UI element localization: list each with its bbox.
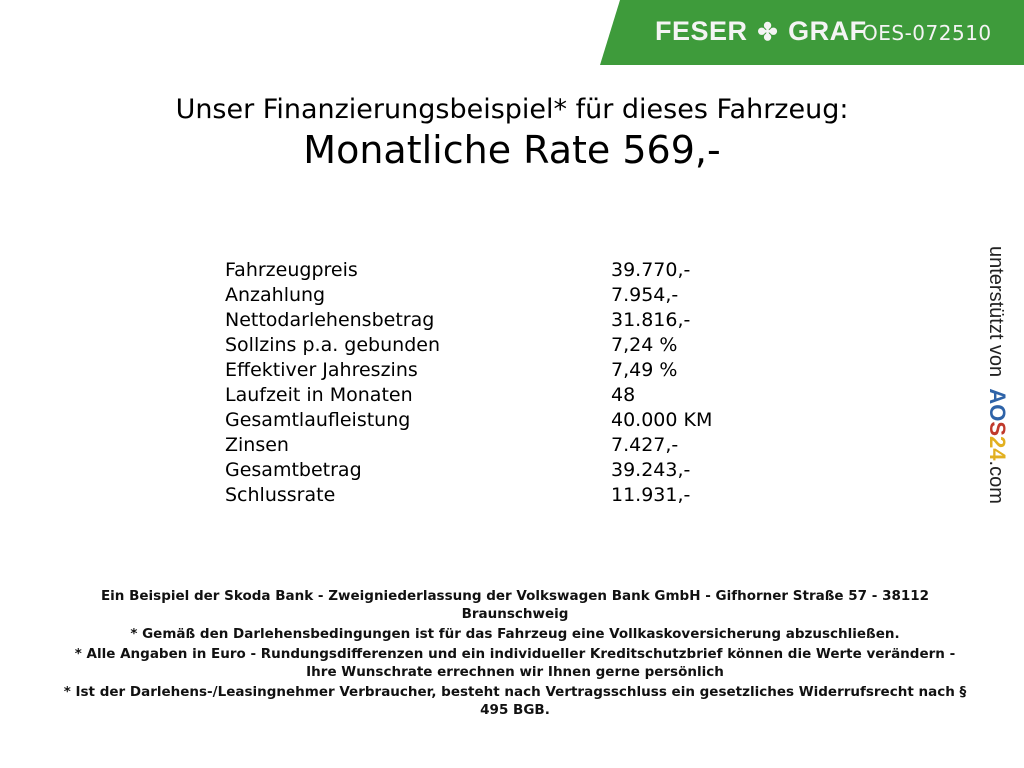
brand-name-2: GRAF [788, 16, 867, 46]
footer-notes: Ein Beispiel der Skoda Bank - Zweigniede… [60, 587, 970, 721]
brand-name: FESER [655, 16, 748, 46]
table-row: Effektiver Jahreszins 7,49 % [225, 358, 825, 383]
row-label: Schlussrate [225, 484, 336, 506]
table-row: Zinsen 7.427,- [225, 433, 825, 458]
table-row: Schlussrate 11.931,- [225, 483, 825, 508]
finance-table: Fahrzeugpreis 39.770,- Anzahlung 7.954,- Net… [225, 258, 825, 508]
logo-letter: 4 [985, 448, 1010, 461]
row-value: 39.243,- [611, 459, 691, 481]
row-label: Zinsen [225, 434, 289, 456]
row-value: 7,24 % [611, 334, 678, 356]
supported-by-suffix: .com [985, 460, 1007, 504]
row-value: 40.000 KM [611, 409, 713, 431]
table-row: Sollzins p.a. gebunden 7,24 % [225, 333, 825, 358]
header-banner [600, 0, 1024, 65]
supported-by-label: unterstützt von [985, 246, 1007, 378]
brand-logo: FESER ✤ GRAF [655, 16, 867, 47]
row-label: Sollzins p.a. gebunden [225, 334, 440, 356]
row-label: Gesamtlaufleistung [225, 409, 411, 431]
vehicle-code: OES-072510 [862, 21, 992, 45]
row-value: 7.954,- [611, 284, 679, 306]
table-row: Gesamtlaufleistung 40.000 KM [225, 408, 825, 433]
aos24-logo: AOS24 [985, 388, 1010, 460]
table-row: Nettodarlehensbetrag 31.816,- [225, 308, 825, 333]
logo-letter: O [985, 404, 1010, 422]
table-row: Gesamtbetrag 39.243,- [225, 458, 825, 483]
row-value: 7,49 % [611, 359, 678, 381]
logo-letter: S [985, 421, 1010, 437]
logo-letter: 2 [985, 436, 1010, 449]
row-value: 7.427,- [611, 434, 679, 456]
row-label: Laufzeit in Monaten [225, 384, 413, 406]
footer-note: * Gemäß den Darlehensbedingungen ist für… [130, 626, 900, 642]
footer-note: * Ist der Darlehens-/Leasingnehmer Verbr… [63, 684, 967, 718]
row-label: Anzahlung [225, 284, 326, 306]
page-title: Unser Finanzierungsbeispiel* für dieses … [175, 94, 849, 125]
row-label: Fahrzeugpreis [225, 259, 358, 281]
row-value: 48 [611, 384, 636, 406]
row-value: 39.770,- [611, 259, 691, 281]
table-row: Laufzeit in Monaten 48 [225, 383, 825, 408]
footer-note: Ein Beispiel der Skoda Bank - Zweigniede… [100, 588, 930, 622]
row-label: Nettodarlehensbetrag [225, 309, 435, 331]
clover-icon: ✤ [757, 19, 779, 46]
monthly-rate: Monatliche Rate 569,- [303, 128, 721, 172]
footer-note: * Alle Angaben in Euro - Rundungsdiffere… [74, 646, 956, 680]
supported-by: unterstützt von AOS24.com [984, 246, 1010, 504]
table-row: Fahrzeugpreis 39.770,- [225, 258, 825, 283]
row-value: 31.816,- [611, 309, 691, 331]
row-value: 11.931,- [611, 484, 691, 506]
row-label: Effektiver Jahreszins [225, 359, 418, 381]
logo-letter: A [985, 388, 1010, 405]
table-row: Anzahlung 7.954,- [225, 283, 825, 308]
row-label: Gesamtbetrag [225, 459, 362, 481]
